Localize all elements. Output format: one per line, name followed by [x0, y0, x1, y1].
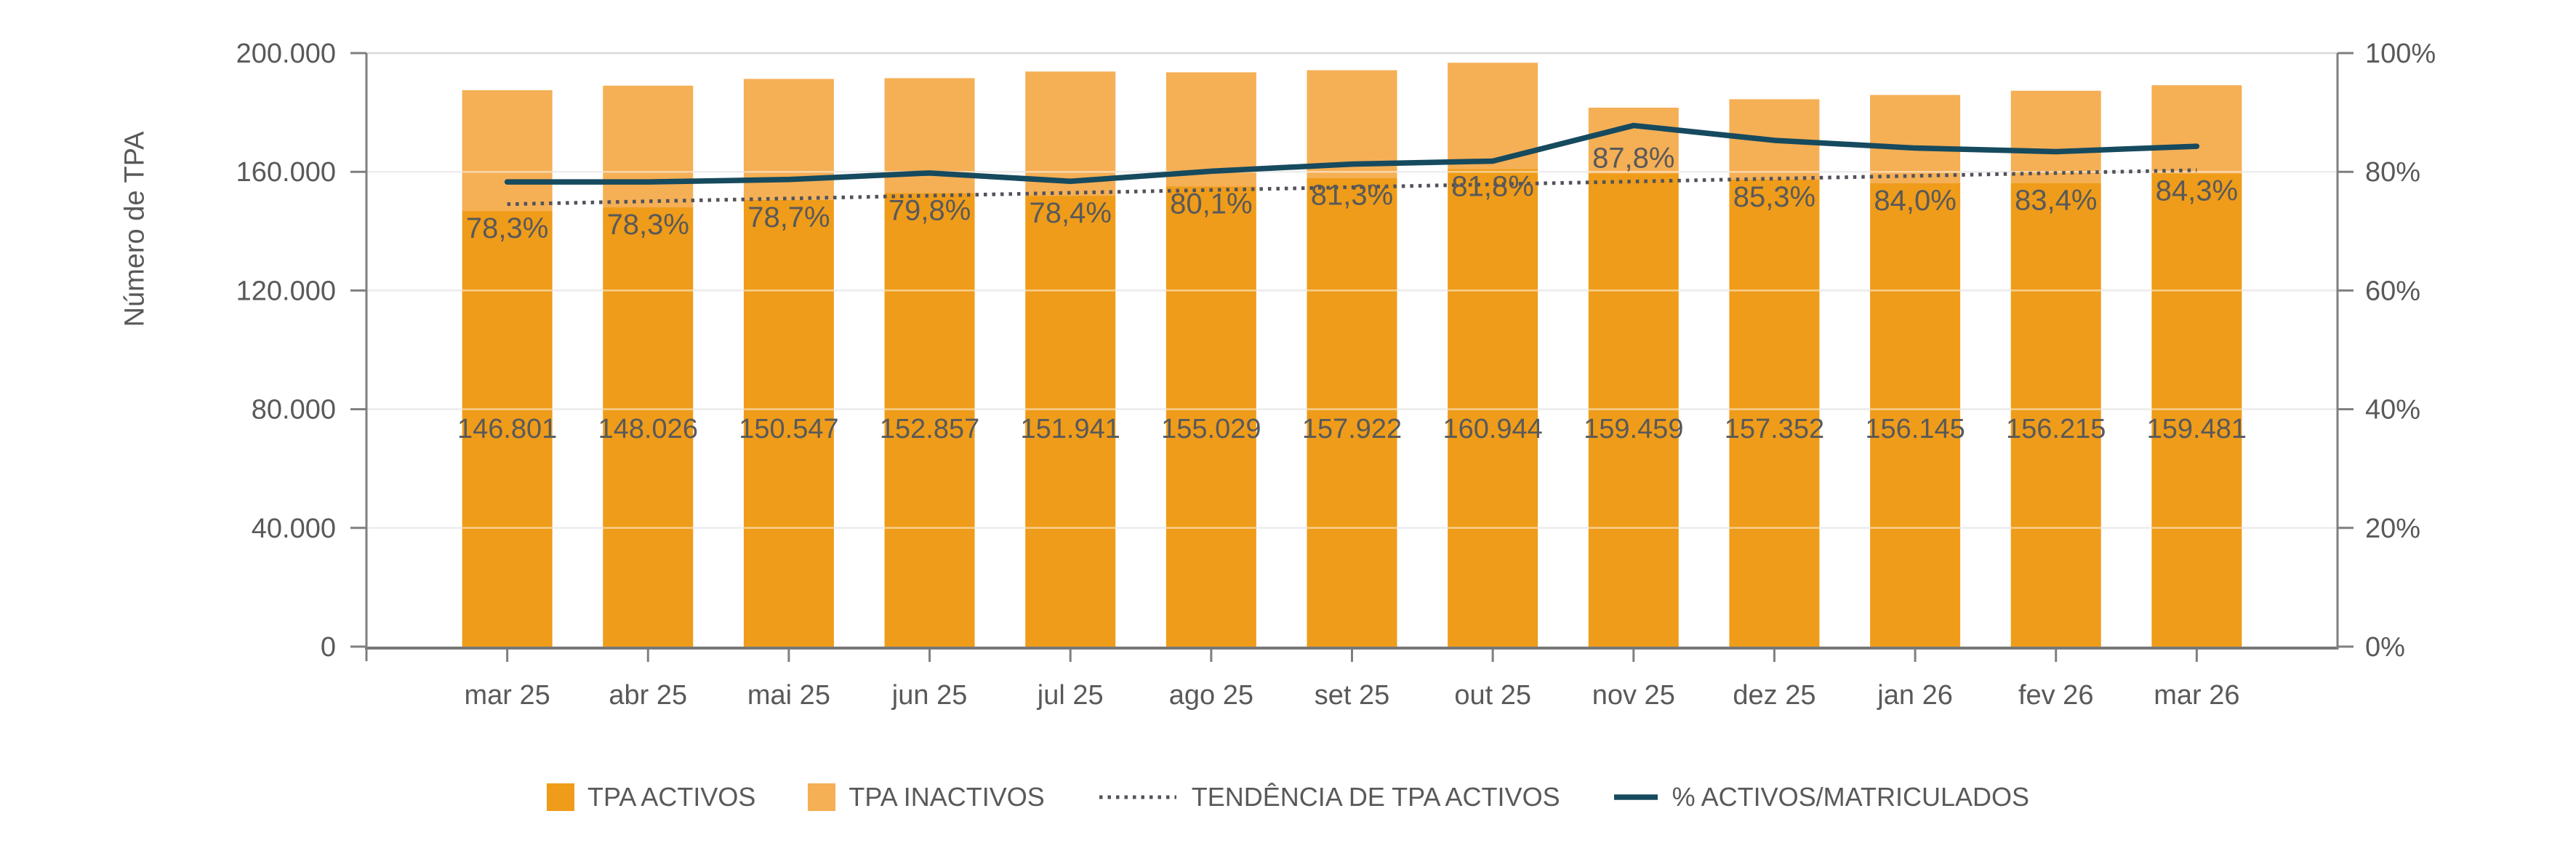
legend-label-tpa-activos: TPA ACTIVOS	[587, 782, 756, 812]
pct-label: 78,3%	[466, 212, 548, 244]
bar-value-label: 160.944	[1443, 414, 1542, 444]
tpa-inactivos-bar-nov-25[interactable]	[1588, 108, 1679, 174]
legend-label-tendencia: TENDÊNCIA DE TPA ACTIVOS	[1191, 782, 1560, 812]
tpa-activos-bar-jun-25[interactable]	[884, 193, 975, 647]
bar-value-label: 155.029	[1161, 414, 1261, 444]
x-axis-label: ago 25	[1169, 680, 1253, 711]
x-axis-label: abr 25	[609, 680, 687, 711]
y-tick-label-left: 160.000	[236, 157, 336, 188]
x-axis-label: fev 26	[2018, 680, 2094, 711]
y-tick-label-right: 20%	[2365, 514, 2420, 544]
pct-label: 80,1%	[1170, 188, 1252, 220]
x-axis-label: jun 25	[891, 680, 968, 711]
tpa-inactivos-bar-set-25[interactable]	[1307, 70, 1397, 178]
y-tick-label-right: 40%	[2365, 395, 2420, 425]
tpa-activos-bar-abr-25[interactable]	[603, 207, 694, 647]
pct-label: 85,3%	[1733, 181, 1815, 213]
tpa-inactivos-bar-jul-25[interactable]	[1025, 71, 1116, 196]
tpa-activos-bar-set-25[interactable]	[1307, 177, 1397, 647]
y-tick-label-right: 0%	[2365, 632, 2405, 663]
pct-activos-line[interactable]	[504, 122, 2200, 185]
y-tick-label-left: 80.000	[252, 395, 336, 425]
x-axis-label: set 25	[1315, 680, 1390, 711]
tpa-activos-swatch	[546, 783, 574, 811]
tpa-activos-bar-fev-26[interactable]	[2010, 183, 2101, 647]
x-axis-label: jul 25	[1037, 680, 1104, 711]
tpa-inactivos-bar-mar-26[interactable]	[2151, 85, 2242, 174]
y-tick-label-left: 40.000	[252, 514, 336, 544]
bar-value-label: 157.352	[1725, 414, 1824, 444]
y-tick-label-left: 200.000	[236, 39, 336, 69]
y-tick-label-right: 60%	[2365, 276, 2420, 306]
bar-value-label: 157.922	[1302, 414, 1402, 444]
x-axis-label: mar 25	[465, 680, 550, 711]
bar-value-label: 146.801	[457, 414, 557, 444]
pct-label: 78,7%	[747, 201, 830, 233]
solid-line-icon	[1613, 794, 1658, 800]
tpa-activos-bar-jul-25[interactable]	[1025, 196, 1116, 647]
bar-value-label: 148.026	[598, 414, 698, 444]
legend-item-pct-activos[interactable]: % ACTIVOS/MATRICULADOS	[1613, 782, 2029, 812]
y-tick-label-right: 80%	[2365, 157, 2420, 188]
x-axis-label: mar 26	[2154, 680, 2239, 711]
legend-item-tendencia[interactable]: TENDÊNCIA DE TPA ACTIVOS	[1097, 782, 1560, 812]
bar-value-label: 159.459	[1584, 414, 1683, 444]
pct-label: 84,0%	[1874, 185, 1956, 217]
tpa-activos-bar-ago-25[interactable]	[1165, 186, 1256, 647]
bar-value-label: 156.145	[1865, 414, 1965, 444]
tpa-inactivos-bar-abr-25[interactable]	[603, 85, 694, 208]
pct-label: 78,3%	[607, 209, 689, 241]
tpa-activos-bar-mar-25[interactable]	[462, 211, 553, 647]
tpa-activos-bar-dez-25[interactable]	[1729, 180, 1820, 647]
tpa-activos-bar-jan-26[interactable]	[1870, 183, 1961, 647]
pct-label: 78,4%	[1030, 197, 1112, 229]
legend: TPA ACTIVOS TPA INACTIVOS TENDÊNCIA DE T…	[0, 770, 2576, 825]
pct-label: 83,4%	[2015, 185, 2097, 217]
bar-value-label: 150.547	[739, 414, 838, 444]
pct-label: 84,3%	[2156, 175, 2238, 207]
pct-label: 81,8%	[1451, 170, 1533, 202]
y-tick-label-left: 0	[321, 632, 336, 663]
dotted-line-icon	[1099, 795, 1176, 799]
x-axis-label: out 25	[1454, 680, 1531, 711]
x-axis-label: jan 26	[1877, 680, 1953, 711]
y-tick-label-right: 100%	[2365, 39, 2436, 69]
tpa-inactivos-bar-fev-26[interactable]	[2010, 90, 2101, 183]
x-axis-label: dez 25	[1733, 680, 1815, 711]
bar-value-label: 159.481	[2147, 414, 2247, 444]
legend-item-tpa-activos[interactable]: TPA ACTIVOS	[546, 782, 756, 812]
pct-label: 87,8%	[1592, 142, 1674, 174]
tpa-inactivos-swatch	[808, 783, 836, 811]
x-axis-label: nov 25	[1592, 680, 1675, 711]
bar-value-label: 156.215	[2006, 414, 2106, 444]
trend-line[interactable]	[507, 168, 2197, 207]
tpa-inactivos-bar-mar-25[interactable]	[462, 89, 553, 212]
tpa-inactivos-bar-jan-26[interactable]	[1870, 95, 1961, 183]
bar-value-label: 152.857	[880, 414, 979, 444]
x-axis-label: mai 25	[747, 680, 830, 711]
legend-label-tpa-inactivos: TPA INACTIVOS	[848, 782, 1045, 812]
legend-label-pct-activos: % ACTIVOS/MATRICULADOS	[1672, 782, 2029, 812]
tpa-activos-bar-mai-25[interactable]	[743, 199, 834, 647]
plot-area: 146.801 148.026 150.547 152.857 151.941 155.0…	[236, 39, 2436, 711]
pct-label: 79,8%	[888, 194, 971, 226]
bar-value-label: 151.941	[1021, 414, 1120, 444]
legend-item-tpa-inactivos[interactable]: TPA INACTIVOS	[808, 782, 1045, 812]
pct-label: 81,3%	[1311, 180, 1393, 212]
y-tick-label-left: 120.000	[236, 276, 336, 306]
tpa-activos-bar-out-25[interactable]	[1448, 169, 1538, 647]
